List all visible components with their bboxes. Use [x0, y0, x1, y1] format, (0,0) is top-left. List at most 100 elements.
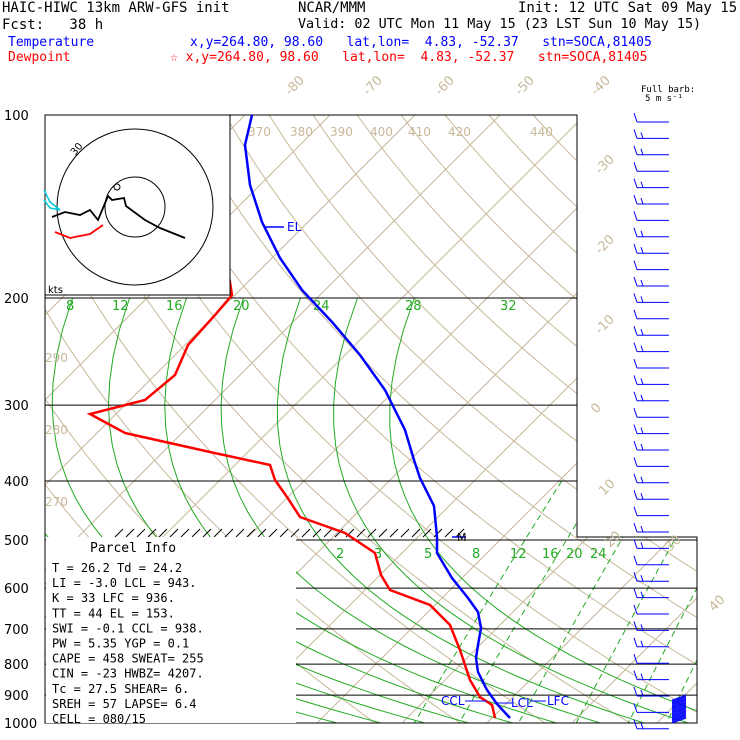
- mixing-label: 28: [405, 299, 422, 314]
- valid-time: Valid: 02 UTC Mon 11 May 15 (23 LST Sun …: [298, 17, 702, 32]
- pressure-tick-label: 900: [4, 689, 29, 704]
- wind-barb-flag: [633, 555, 638, 565]
- wind-barb-flag: [640, 148, 644, 155]
- isotherm-label: 40: [706, 593, 728, 615]
- wind-barb-flag: [640, 722, 644, 729]
- wind-barb: [671, 705, 687, 712]
- mixing-label: 24: [590, 547, 607, 562]
- isotherm: [218, 115, 697, 723]
- wind-barb: [671, 713, 687, 719]
- mixing-label: 20: [233, 299, 250, 314]
- hatch-mark: [433, 528, 443, 538]
- hatch-mark: [213, 528, 223, 538]
- wind-barb: [671, 701, 687, 707]
- hodograph-storm-motion: [113, 183, 121, 191]
- hatch-mark: [136, 528, 146, 538]
- init-time: Init: 12 UTC Sat 09 May 15: [518, 0, 738, 16]
- parcel-row: PW = 5.35 YGP = 0.1: [52, 637, 189, 651]
- isotherm-label: -60: [432, 73, 458, 99]
- forecast-hour: Fcst: 38 h: [2, 17, 104, 33]
- wind-barb: [671, 694, 687, 701]
- wind-barb-flag: [633, 358, 638, 369]
- dry-adiabat: [532, 115, 697, 723]
- wind-barb-flag: [633, 522, 638, 533]
- wind-barb-flag: [640, 624, 644, 631]
- hatch-mark: [279, 528, 289, 538]
- theta-label: 420: [448, 125, 471, 139]
- isotherm-label: -70: [360, 73, 386, 99]
- isotherm-label: -10: [592, 312, 618, 338]
- wind-barb-flag: [633, 227, 638, 237]
- wind-barb: [671, 712, 687, 718]
- theta-label: 380: [290, 125, 313, 139]
- parcel-row: LI = -3.0 LCL = 943.: [52, 576, 197, 590]
- wind-barb-flag: [633, 211, 638, 221]
- wind-barb-flag: [640, 197, 644, 205]
- wind-barb: [671, 717, 687, 724]
- wind-barb: [671, 699, 687, 706]
- wind-barb-flag: [633, 276, 638, 287]
- hatch-mark: [180, 528, 190, 538]
- mixing-label: 16: [166, 299, 183, 314]
- wind-barb-flag: [640, 230, 644, 237]
- pressure-tick-label: 800: [4, 658, 29, 673]
- dry-adiabat: [48, 115, 653, 723]
- wind-barb: [671, 709, 687, 716]
- dry-adiabat: [136, 115, 697, 723]
- parcel-row: CAPE = 458 SWEAT= 255: [52, 652, 204, 666]
- temperature-label: Temperature: [8, 35, 95, 50]
- lfc-label: LFC: [547, 694, 569, 708]
- mixing-ratio-line: [621, 480, 697, 723]
- pressure-tick-label: 700: [4, 623, 29, 638]
- wind-barb-flag: [640, 575, 644, 582]
- hatch-mark: [169, 528, 179, 538]
- wind-barb-flag: [633, 129, 638, 139]
- wind-barb-flag: [640, 591, 644, 598]
- wind-barb-flag: [640, 542, 644, 549]
- theta-label: 370: [248, 125, 271, 139]
- wind-barb-flag: [640, 525, 644, 533]
- model-title: HAIC-HIWC 13km ARW-GFS init: [2, 0, 230, 16]
- wind-barb: [671, 695, 687, 702]
- mixing-label: 2: [336, 547, 344, 562]
- wind-barb: [671, 709, 687, 715]
- theta-label: 440: [530, 125, 553, 139]
- hodograph-units: kts: [48, 285, 63, 296]
- isotherm: [303, 115, 697, 723]
- moist-adiabat: [276, 297, 687, 723]
- moist-adiabat: [333, 297, 697, 723]
- hatch-mark: [378, 528, 388, 538]
- wind-barb-flag: [633, 194, 638, 205]
- wind-barb-flag: [640, 132, 644, 139]
- hodograph-trace-black: [51, 194, 186, 239]
- wind-barb-flag: [633, 112, 638, 123]
- hatch-mark: [389, 528, 399, 538]
- wind-barb: [671, 703, 687, 710]
- wind-barb: [671, 706, 687, 713]
- mixing-label: 12: [510, 547, 527, 562]
- dry-adiabat: [224, 115, 697, 723]
- hatch-mark: [444, 528, 454, 538]
- isotherm: [388, 115, 697, 723]
- wind-barb-flag: [633, 621, 638, 631]
- wind-barb-flag: [633, 145, 638, 155]
- wind-barb-flag: [633, 326, 638, 336]
- mixing-label: 8: [472, 547, 480, 562]
- wind-barb: [671, 698, 687, 705]
- isotherm: [729, 115, 740, 736]
- wind-barb-flag: [633, 457, 638, 467]
- wind-barb: [671, 714, 687, 721]
- dewpoint-label: Dewpoint: [8, 50, 71, 65]
- dewpoint-location: ☆ x,y=264.80, 98.60 lat,lon= 4.83, -52.3…: [170, 50, 648, 65]
- wind-barb-flag: [640, 427, 644, 434]
- wind-barb-flag: [633, 178, 638, 188]
- hatch-mark: [191, 528, 201, 538]
- wind-barb-flag: [640, 378, 644, 385]
- dry-adiabat: [576, 115, 697, 723]
- wind-barb-flag: [633, 424, 638, 434]
- wind-barb-flag: [633, 637, 638, 647]
- isotherm-label: -40: [588, 73, 614, 99]
- pressure-tick-label: 500: [4, 534, 29, 549]
- parcel-row: K = 33 LFC = 936.: [52, 591, 175, 605]
